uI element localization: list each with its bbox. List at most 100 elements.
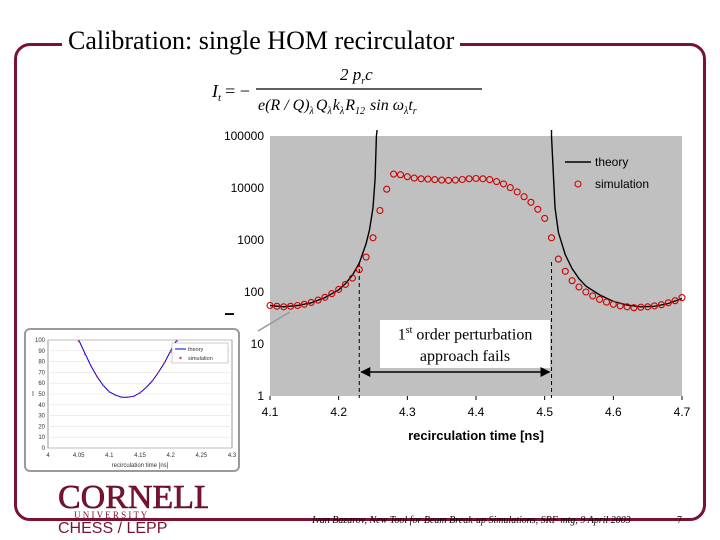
- group-label: CHESS / LEPP: [58, 520, 168, 537]
- simulation-point: [335, 285, 343, 293]
- legend-simulation-swatch: [574, 180, 582, 188]
- simulation-point: [657, 301, 665, 309]
- inset-x-tick-label: 4.2: [166, 453, 175, 459]
- formula-den-sub6: r: [413, 106, 417, 117]
- inset-x-tick-label: 4.25: [195, 453, 207, 459]
- simulation-point: [609, 300, 617, 308]
- legend-theory-label: theory: [595, 155, 628, 169]
- inset-simulation-point: [120, 396, 123, 399]
- simulation-point: [417, 175, 425, 183]
- simulation-point: [486, 176, 494, 184]
- calibration-formula: It = − 2 prc e(R / Q)λ QλkλR12 sin ωλtr: [211, 65, 482, 117]
- simulation-point: [554, 255, 562, 263]
- formula-lhs-sub: t: [218, 92, 222, 104]
- formula-numerator: 2 p: [340, 65, 361, 84]
- inset-x-tick-label: 4.15: [134, 453, 146, 459]
- svg-text:It= −: It = −: [211, 81, 250, 104]
- annotation-ordinal: 1: [397, 326, 406, 344]
- inset-x-tick-label: 4: [46, 453, 50, 459]
- inset-x-tick-label: 4.3: [228, 453, 237, 459]
- y-tick-label: 10: [251, 337, 265, 351]
- simulation-point: [541, 214, 549, 222]
- simulation-point: [637, 303, 645, 311]
- x-tick-label: 4.7: [674, 405, 690, 419]
- simulation-point: [596, 295, 604, 303]
- inset-simulation-point: [151, 380, 154, 382]
- inset-x-tick-label: 4.05: [73, 453, 85, 459]
- simulation-point: [424, 175, 432, 183]
- simulation-point: [534, 205, 542, 213]
- simulation-point: [321, 293, 329, 301]
- y-axis-title: I: [222, 312, 237, 316]
- inset-y-axis-title: I: [32, 391, 34, 398]
- simulation-point: [341, 280, 350, 288]
- inset-x-axis-title: recirculation time [ns]: [112, 463, 169, 469]
- simulation-point: [266, 301, 274, 310]
- inset-simulation-point: [169, 350, 172, 353]
- simulation-point: [479, 175, 487, 183]
- simulation-point: [623, 303, 631, 311]
- simulation-point: [383, 185, 391, 193]
- formula-den-sub1: λ: [309, 106, 315, 117]
- simulation-point: [444, 176, 453, 184]
- inset-simulation-point: [102, 384, 105, 387]
- simulation-point: [410, 174, 418, 182]
- simulation-point: [493, 178, 501, 186]
- y-tick-label: 10000: [231, 181, 265, 195]
- inset-y-tick-label: 90: [38, 349, 45, 355]
- inset-simulation-point: [163, 361, 166, 364]
- simulation-point: [273, 302, 281, 310]
- formula-den-sub3: λ: [339, 106, 345, 117]
- inset-legend: theory simulation: [171, 342, 229, 364]
- annotation-line-1: 1st order perturbation: [380, 320, 550, 346]
- legend-simulation-label: simulation: [595, 177, 649, 191]
- inset-legend-box: [171, 342, 229, 364]
- simulation-point: [300, 300, 308, 308]
- inset-linear-chart: 0 10 20 30 40 50 60 70 80 90 100 4 4.05 4.1 4.15 4.2 4.2…: [32, 338, 237, 469]
- inset-simulation-point: [108, 390, 111, 393]
- simulation-point: [513, 188, 521, 196]
- slide-title: Calibration: single HOM recirculator: [62, 26, 461, 56]
- y-tick-label: 100: [244, 285, 264, 299]
- formula-numerator-tail: c: [365, 65, 373, 84]
- simulation-point: [465, 175, 473, 183]
- inset-y-tick-label: 60: [38, 381, 45, 387]
- annotation-arrowhead-left: [360, 367, 371, 377]
- simulation-point: [561, 267, 569, 275]
- inset-simulation-point: [175, 340, 178, 343]
- simulation-point: [499, 180, 508, 188]
- footer-citation: Ivan Bazarov, New Tool for Beam Break-up…: [312, 515, 631, 526]
- inset-legend-simulation-label: simulation: [188, 356, 213, 362]
- simulation-point: [575, 283, 583, 291]
- cornell-logo: CORNELL U N I V E R S I T Y: [58, 479, 208, 518]
- formula-den-part1: e(R / Q): [258, 97, 310, 114]
- annotation-line-1-rest: order perturbation: [412, 326, 533, 344]
- perturbation-annotation: 1st order perturbation approach fails: [380, 320, 550, 369]
- inset-simulation-point: [126, 396, 129, 399]
- simulation-point: [472, 174, 480, 183]
- simulation-point: [630, 304, 638, 312]
- simulation-point: [390, 170, 398, 178]
- simulation-point: [403, 173, 411, 181]
- simulation-point: [314, 296, 322, 304]
- inset-simulation-point: [96, 375, 99, 378]
- simulation-point: [458, 175, 466, 184]
- inset-y-tick-label: 30: [38, 414, 45, 420]
- inset-simulation-point: [83, 353, 86, 355]
- simulation-point: [307, 298, 315, 306]
- inset-legend-theory-label: theory: [188, 347, 204, 353]
- inset-y-tick-label: 80: [38, 360, 45, 366]
- simulation-point: [671, 297, 679, 305]
- simulation-point: [616, 302, 624, 310]
- simulation-point: [362, 253, 370, 261]
- formula-lhs: I: [211, 81, 219, 101]
- simulation-point: [328, 290, 336, 298]
- inset-y-tick-label: 20: [38, 424, 45, 430]
- simulation-point: [644, 303, 652, 311]
- inset-simulation-point: [157, 371, 160, 374]
- y-tick-label: 100000: [224, 129, 264, 143]
- simulation-point: [376, 206, 384, 215]
- inset-y-tick-label: 70: [38, 370, 45, 376]
- annotation-ordinal-suffix: st: [405, 325, 413, 336]
